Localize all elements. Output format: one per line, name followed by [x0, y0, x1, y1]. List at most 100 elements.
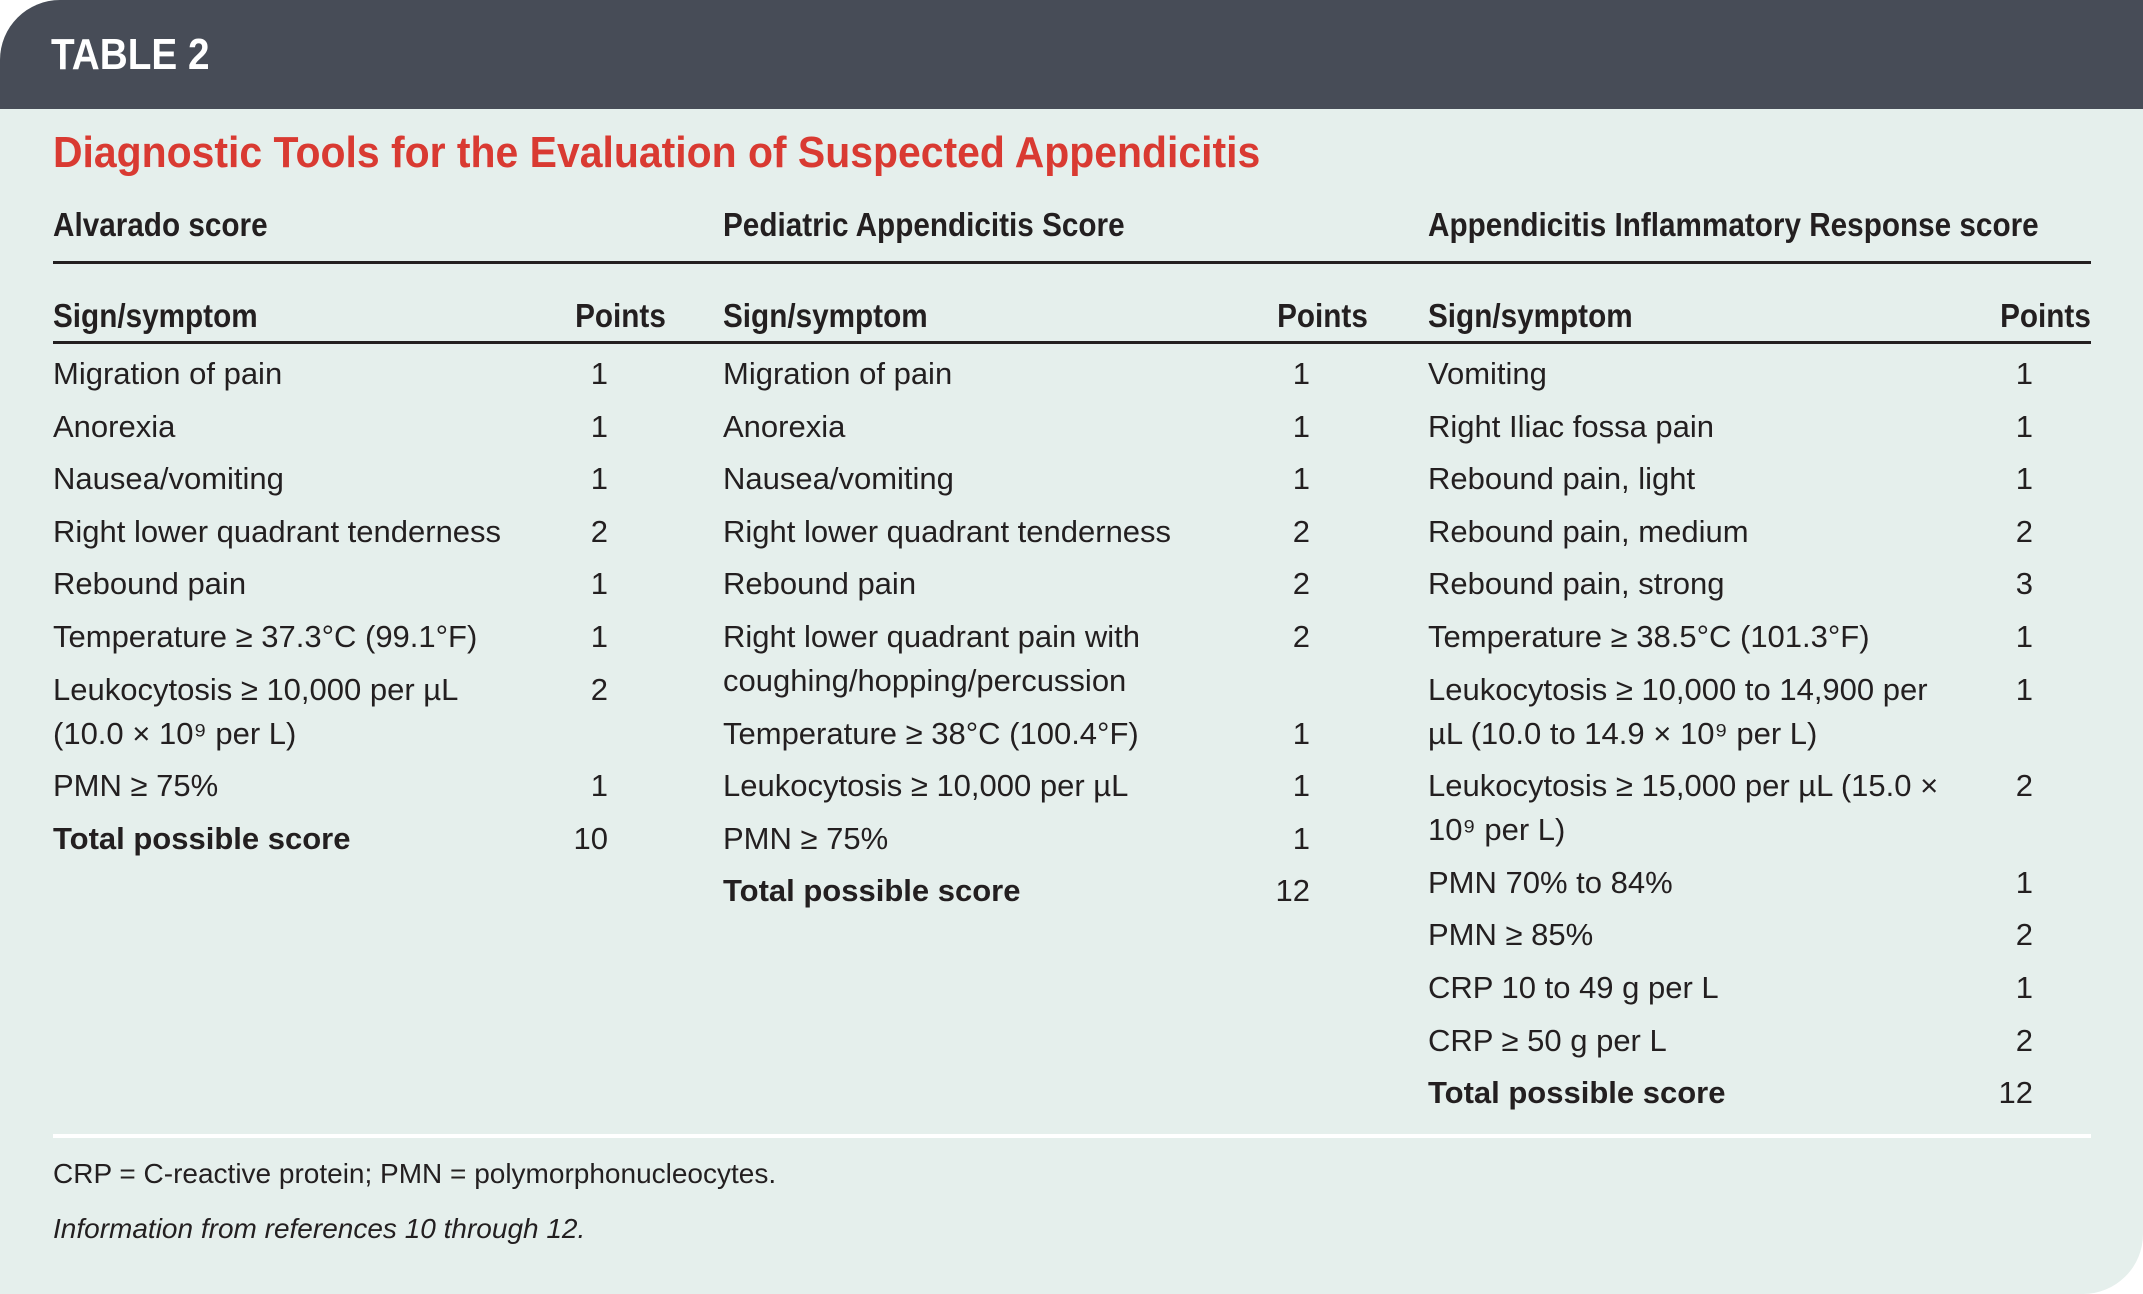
column-headers: Sign/symptom Points: [723, 262, 1368, 342]
sign-symptom: Rebound pain, medium: [1428, 513, 1749, 549]
table-row: Rebound pain 2: [723, 562, 1368, 615]
table-row: Temperature ≥ 38.5°C (101.3°F) 1: [1428, 615, 2091, 668]
sign-symptom-header: Sign/symptom: [723, 297, 928, 334]
table-row: Right lower quadrant pain with coughing/…: [723, 615, 1368, 712]
points: 1: [1292, 768, 1310, 804]
points: 2: [2015, 917, 2033, 953]
points: 3: [2015, 566, 2033, 602]
table-row: Anorexia 1: [723, 405, 1368, 458]
table-row: Vomiting 1: [1428, 352, 2091, 405]
table-row: Rebound pain, strong 3: [1428, 562, 2091, 615]
column-header-rule: [53, 341, 2091, 344]
sign-symptom: Rebound pain: [723, 566, 917, 602]
table-row: Nausea/vomiting 1: [723, 457, 1368, 510]
score-name: Alvarado score: [53, 206, 268, 243]
sign-symptom: Leukocytosis ≥ 15,000 per µL (15.0 × 10⁹…: [1428, 768, 1939, 848]
table-row: Right lower quadrant tenderness 2: [53, 510, 666, 563]
table-label: TABLE 2: [51, 30, 210, 79]
sign-symptom: Nausea/vomiting: [53, 461, 284, 497]
sign-symptom-header: Sign/symptom: [1428, 297, 1633, 334]
points: 1: [1292, 715, 1310, 751]
sign-symptom: Rebound pain: [53, 566, 247, 602]
points-header: Points: [2000, 297, 2091, 334]
points: 2: [2015, 513, 2033, 549]
footer-rule: [53, 1134, 2091, 1138]
table-row: Leukocytosis ≥ 15,000 per µL (15.0 × 10⁹…: [1428, 764, 2091, 861]
points: 2: [590, 671, 608, 707]
table-row: Leukocytosis ≥ 10,000 to 14,900 per µL (…: [1428, 668, 2091, 765]
points: 1: [2015, 356, 2033, 391]
points-header: Points: [1277, 297, 1368, 334]
score-name: Appendicitis Inflammatory Response score: [1428, 206, 2039, 243]
points: 1: [590, 356, 608, 391]
sign-symptom: Rebound pain, light: [1428, 461, 1696, 497]
total-label: Total possible score: [723, 873, 1021, 909]
total-row: Total possible score 12: [723, 869, 1368, 922]
table-row: Nausea/vomiting 1: [53, 457, 666, 510]
table-row: PMN ≥ 85% 2: [1428, 913, 2091, 966]
sign-symptom: Migration of pain: [53, 356, 283, 391]
points: 1: [2015, 671, 2033, 707]
points: 1: [2015, 864, 2033, 900]
points: 2: [1292, 618, 1310, 654]
sign-symptom: PMN ≥ 75%: [723, 820, 889, 856]
sign-symptom: Vomiting: [1428, 356, 1547, 391]
points: 1: [2015, 969, 2033, 1005]
table-row: PMN ≥ 75% 1: [53, 764, 666, 817]
table-row: Right lower quadrant tenderness 2: [723, 510, 1368, 563]
table-row: PMN ≥ 75% 1: [723, 817, 1368, 870]
points: 2: [1292, 513, 1310, 549]
sign-symptom: Right Iliac fossa pain: [1428, 408, 1715, 444]
score-name: Pediatric Appendicitis Score: [723, 206, 1125, 243]
points: 1: [590, 618, 608, 654]
points: 2: [590, 513, 608, 549]
sign-symptom: Temperature ≥ 37.3°C (99.1°F): [53, 618, 478, 654]
sign-symptom: Anorexia: [53, 408, 176, 444]
points: 1: [590, 768, 608, 804]
pediatric-table: Pediatric Appendicitis Score Sign/symptom…: [723, 200, 1368, 922]
table-row: Rebound pain, medium 2: [1428, 510, 2091, 563]
sign-symptom: CRP 10 to 49 g per L: [1428, 969, 1719, 1005]
table-row: Leukocytosis ≥ 10,000 per µL 1: [723, 764, 1368, 817]
points: 1: [1292, 820, 1310, 856]
points: 1: [1292, 356, 1310, 391]
total-points: 12: [1998, 1075, 2033, 1111]
sign-symptom: Rebound pain, strong: [1428, 566, 1725, 602]
table-row: Anorexia 1: [53, 405, 666, 458]
air-score-table: Appendicitis Inflammatory Response score…: [1428, 200, 2091, 1124]
points: 1: [590, 461, 608, 497]
sign-symptom: PMN ≥ 75%: [53, 768, 219, 804]
sign-symptom-header: Sign/symptom: [53, 297, 258, 334]
points: 1: [590, 408, 608, 444]
table-row: CRP ≥ 50 g per L 2: [1428, 1019, 2091, 1072]
sign-symptom: Leukocytosis ≥ 10,000 to 14,900 per µL (…: [1428, 671, 1928, 751]
table-row: Temperature ≥ 37.3°C (99.1°F) 1: [53, 615, 666, 668]
column-headers: Sign/symptom Points: [53, 262, 666, 342]
sign-symptom: CRP ≥ 50 g per L: [1428, 1022, 1667, 1058]
points: 2: [2015, 1022, 2033, 1058]
table-header-bar: TABLE 2: [0, 0, 2143, 109]
sign-symptom: Temperature ≥ 38.5°C (101.3°F): [1428, 618, 1870, 654]
alvarado-table: Alvarado score Sign/symptom Points Migratio…: [53, 200, 666, 869]
table-row: Right Iliac fossa pain 1: [1428, 405, 2091, 458]
table-body: Vomiting 1 Right Iliac fossa pain 1 Rebound …: [1428, 352, 2091, 1124]
table-body: Migration of pain 1 Anorexia 1 Nausea/vomiti…: [723, 352, 1368, 922]
points: 1: [2015, 461, 2033, 497]
points: 2: [1292, 566, 1310, 602]
total-label: Total possible score: [1428, 1075, 1726, 1111]
points: 1: [590, 566, 608, 602]
total-points: 12: [1275, 873, 1310, 909]
table-row: Rebound pain 1: [53, 562, 666, 615]
points: 1: [2015, 408, 2033, 444]
table-row: Migration of pain 1: [53, 352, 666, 405]
points-header: Points: [575, 297, 666, 334]
table-title: Diagnostic Tools for the Evaluation of S…: [53, 128, 1261, 177]
table-row: PMN 70% to 84% 1: [1428, 861, 2091, 914]
sign-symptom: Right lower quadrant pain with coughing/…: [723, 618, 1141, 698]
points: 1: [2015, 618, 2033, 654]
total-row: Total possible score 12: [1428, 1071, 2091, 1124]
points: 1: [1292, 461, 1310, 497]
sign-symptom: PMN 70% to 84%: [1428, 864, 1673, 900]
table-body: Migration of pain 1 Anorexia 1 Nausea/vomiti…: [53, 352, 666, 869]
